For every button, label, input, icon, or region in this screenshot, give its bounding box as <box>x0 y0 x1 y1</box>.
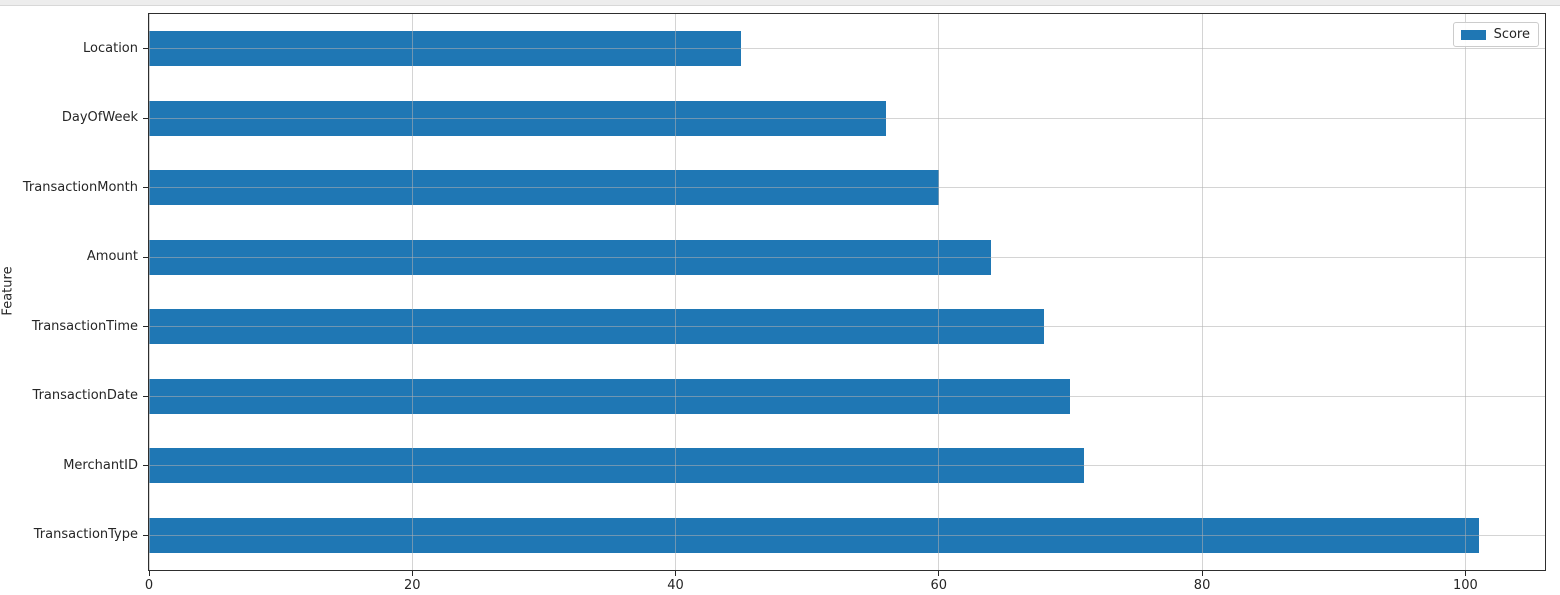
y-tick-label-transactiontype: TransactionType <box>33 527 138 543</box>
legend-score-label: Score <box>1493 27 1530 42</box>
x-tick-mark-60 <box>938 571 940 576</box>
y-gridline-transactiondate <box>149 395 1545 397</box>
y-gridline-location <box>149 48 1545 50</box>
top-panel-edge <box>0 0 1560 6</box>
x-tick-mark-100 <box>1464 571 1466 576</box>
x-tick-label-60: 60 <box>930 578 948 593</box>
y-tick-mark-transactionmonth <box>143 187 148 189</box>
y-tick-mark-transactiontime <box>143 326 148 328</box>
x-tick-label-100: 100 <box>1452 578 1478 593</box>
legend-score-swatch <box>1460 29 1486 40</box>
x-tick-label-0: 0 <box>144 578 154 593</box>
x-tick-label-20: 20 <box>403 578 421 593</box>
y-gridline-transactiontype <box>149 534 1545 536</box>
x-tick-mark-20 <box>411 571 413 576</box>
y-gridline-merchantid <box>149 465 1545 467</box>
x-gridline-80 <box>1201 14 1203 570</box>
x-gridline-100 <box>1464 14 1466 570</box>
x-gridline-40 <box>675 14 677 570</box>
y-tick-label-transactionmonth: TransactionMonth <box>22 179 138 195</box>
y-tick-mark-merchantid <box>143 465 148 467</box>
y-tick-mark-transactiontype <box>143 534 148 536</box>
y-tick-label-transactiontime: TransactionTime <box>31 318 138 334</box>
x-gridline-60 <box>938 14 940 570</box>
y-tick-mark-amount <box>143 256 148 258</box>
y-tick-mark-location <box>143 48 148 50</box>
x-tick-label-40: 40 <box>667 578 684 593</box>
y-tick-label-merchantid: MerchantID <box>63 457 138 473</box>
y-axis-title: Feature <box>0 266 16 316</box>
y-gridline-dayofweek <box>149 117 1545 119</box>
y-gridline-transactiontime <box>149 326 1545 328</box>
x-gridline-20 <box>411 14 413 570</box>
y-tick-label-dayofweek: DayOfWeek <box>61 110 138 126</box>
y-gridline-transactionmonth <box>149 187 1545 189</box>
y-tick-label-transactiondate: TransactionDate <box>32 388 138 404</box>
legend: Score <box>1452 22 1539 47</box>
x-tick-mark-80 <box>1201 571 1203 576</box>
x-gridline-0 <box>148 14 150 570</box>
plot-area: Score <box>148 13 1546 571</box>
y-tick-label-amount: Amount <box>86 249 138 265</box>
y-tick-label-location: Location <box>83 40 138 56</box>
x-tick-label-80: 80 <box>1193 578 1211 593</box>
y-gridline-amount <box>149 256 1545 258</box>
x-tick-mark-40 <box>675 571 677 576</box>
x-tick-mark-0 <box>148 571 150 576</box>
y-tick-mark-dayofweek <box>143 117 148 119</box>
y-tick-mark-transactiondate <box>143 395 148 397</box>
